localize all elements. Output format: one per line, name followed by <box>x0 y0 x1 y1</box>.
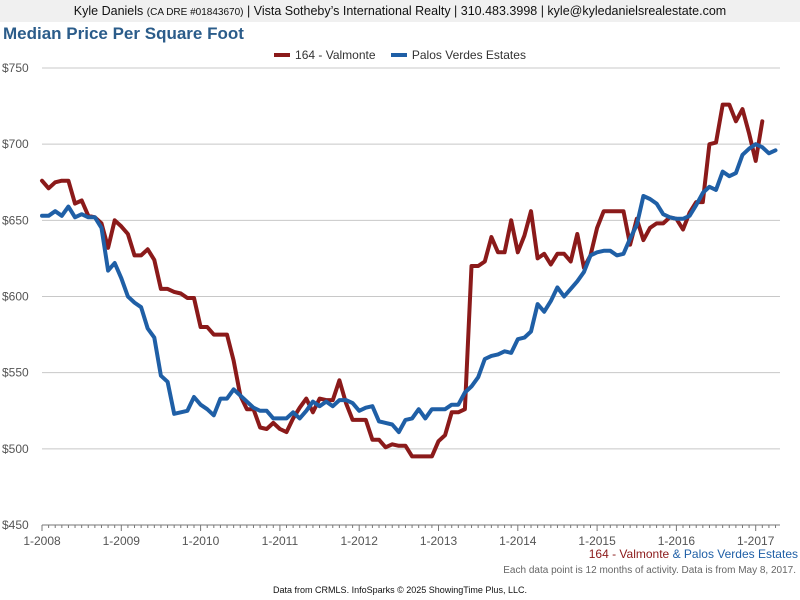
x-tick-label: 1-2011 <box>262 534 299 548</box>
agent-contact: | Vista Sotheby’s International Realty |… <box>246 4 727 18</box>
y-tick-label: $500 <box>2 442 29 456</box>
y-tick-label: $700 <box>2 137 29 151</box>
y-tick-label: $450 <box>2 518 29 532</box>
x-tick-label: 1-2016 <box>658 534 696 548</box>
agent-header-bar: Kyle Daniels (CA DRE #01843670) | Vista … <box>0 0 800 22</box>
data-note: Each data point is 12 months of activity… <box>503 565 796 576</box>
x-tick-label: 1-2015 <box>578 534 616 548</box>
y-tick-label: $600 <box>2 290 29 304</box>
legend-item-valmonte[interactable]: 164 - Valmonte <box>274 48 376 62</box>
y-tick-label: $550 <box>2 366 29 380</box>
caption-ampersand: & <box>672 547 681 561</box>
series-line-valmonte <box>40 102 765 459</box>
x-tick-label: 1-2012 <box>341 534 379 548</box>
legend-label-valmonte: 164 - Valmonte <box>295 48 376 62</box>
caption-area-pve: Palos Verdes Estates <box>683 547 798 561</box>
footer-credit: Data from CRMLS. InfoSparks © 2025 Showi… <box>273 585 527 595</box>
x-tick-label: 1-2008 <box>23 534 61 548</box>
chart-legend: 164 - Valmonte Palos Verdes Estates <box>0 46 800 62</box>
x-tick-label: 1-2010 <box>182 534 220 548</box>
legend-label-pve: Palos Verdes Estates <box>411 48 526 62</box>
legend-swatch-valmonte <box>274 53 291 57</box>
agent-license: (CA DRE #01843670) <box>146 7 244 18</box>
y-tick-label: $650 <box>2 213 29 227</box>
legend-item-pve[interactable]: Palos Verdes Estates <box>390 48 526 62</box>
x-tick-label: 1-2013 <box>420 534 458 548</box>
x-tick-label: 1-2009 <box>103 534 141 548</box>
x-tick-label: 1-2014 <box>499 534 537 548</box>
series-line-pve <box>40 142 778 435</box>
legend-swatch-pve <box>390 53 407 57</box>
area-caption: 164 - Valmonte & Palos Verdes Estates <box>589 547 798 561</box>
x-tick-label: 1-2017 <box>737 534 775 548</box>
caption-area-valmonte: 164 - Valmonte <box>588 547 670 561</box>
chart-title: Median Price Per Square Foot <box>3 24 244 43</box>
y-tick-label: $750 <box>2 61 29 75</box>
agent-name: Kyle Daniels <box>73 4 144 18</box>
